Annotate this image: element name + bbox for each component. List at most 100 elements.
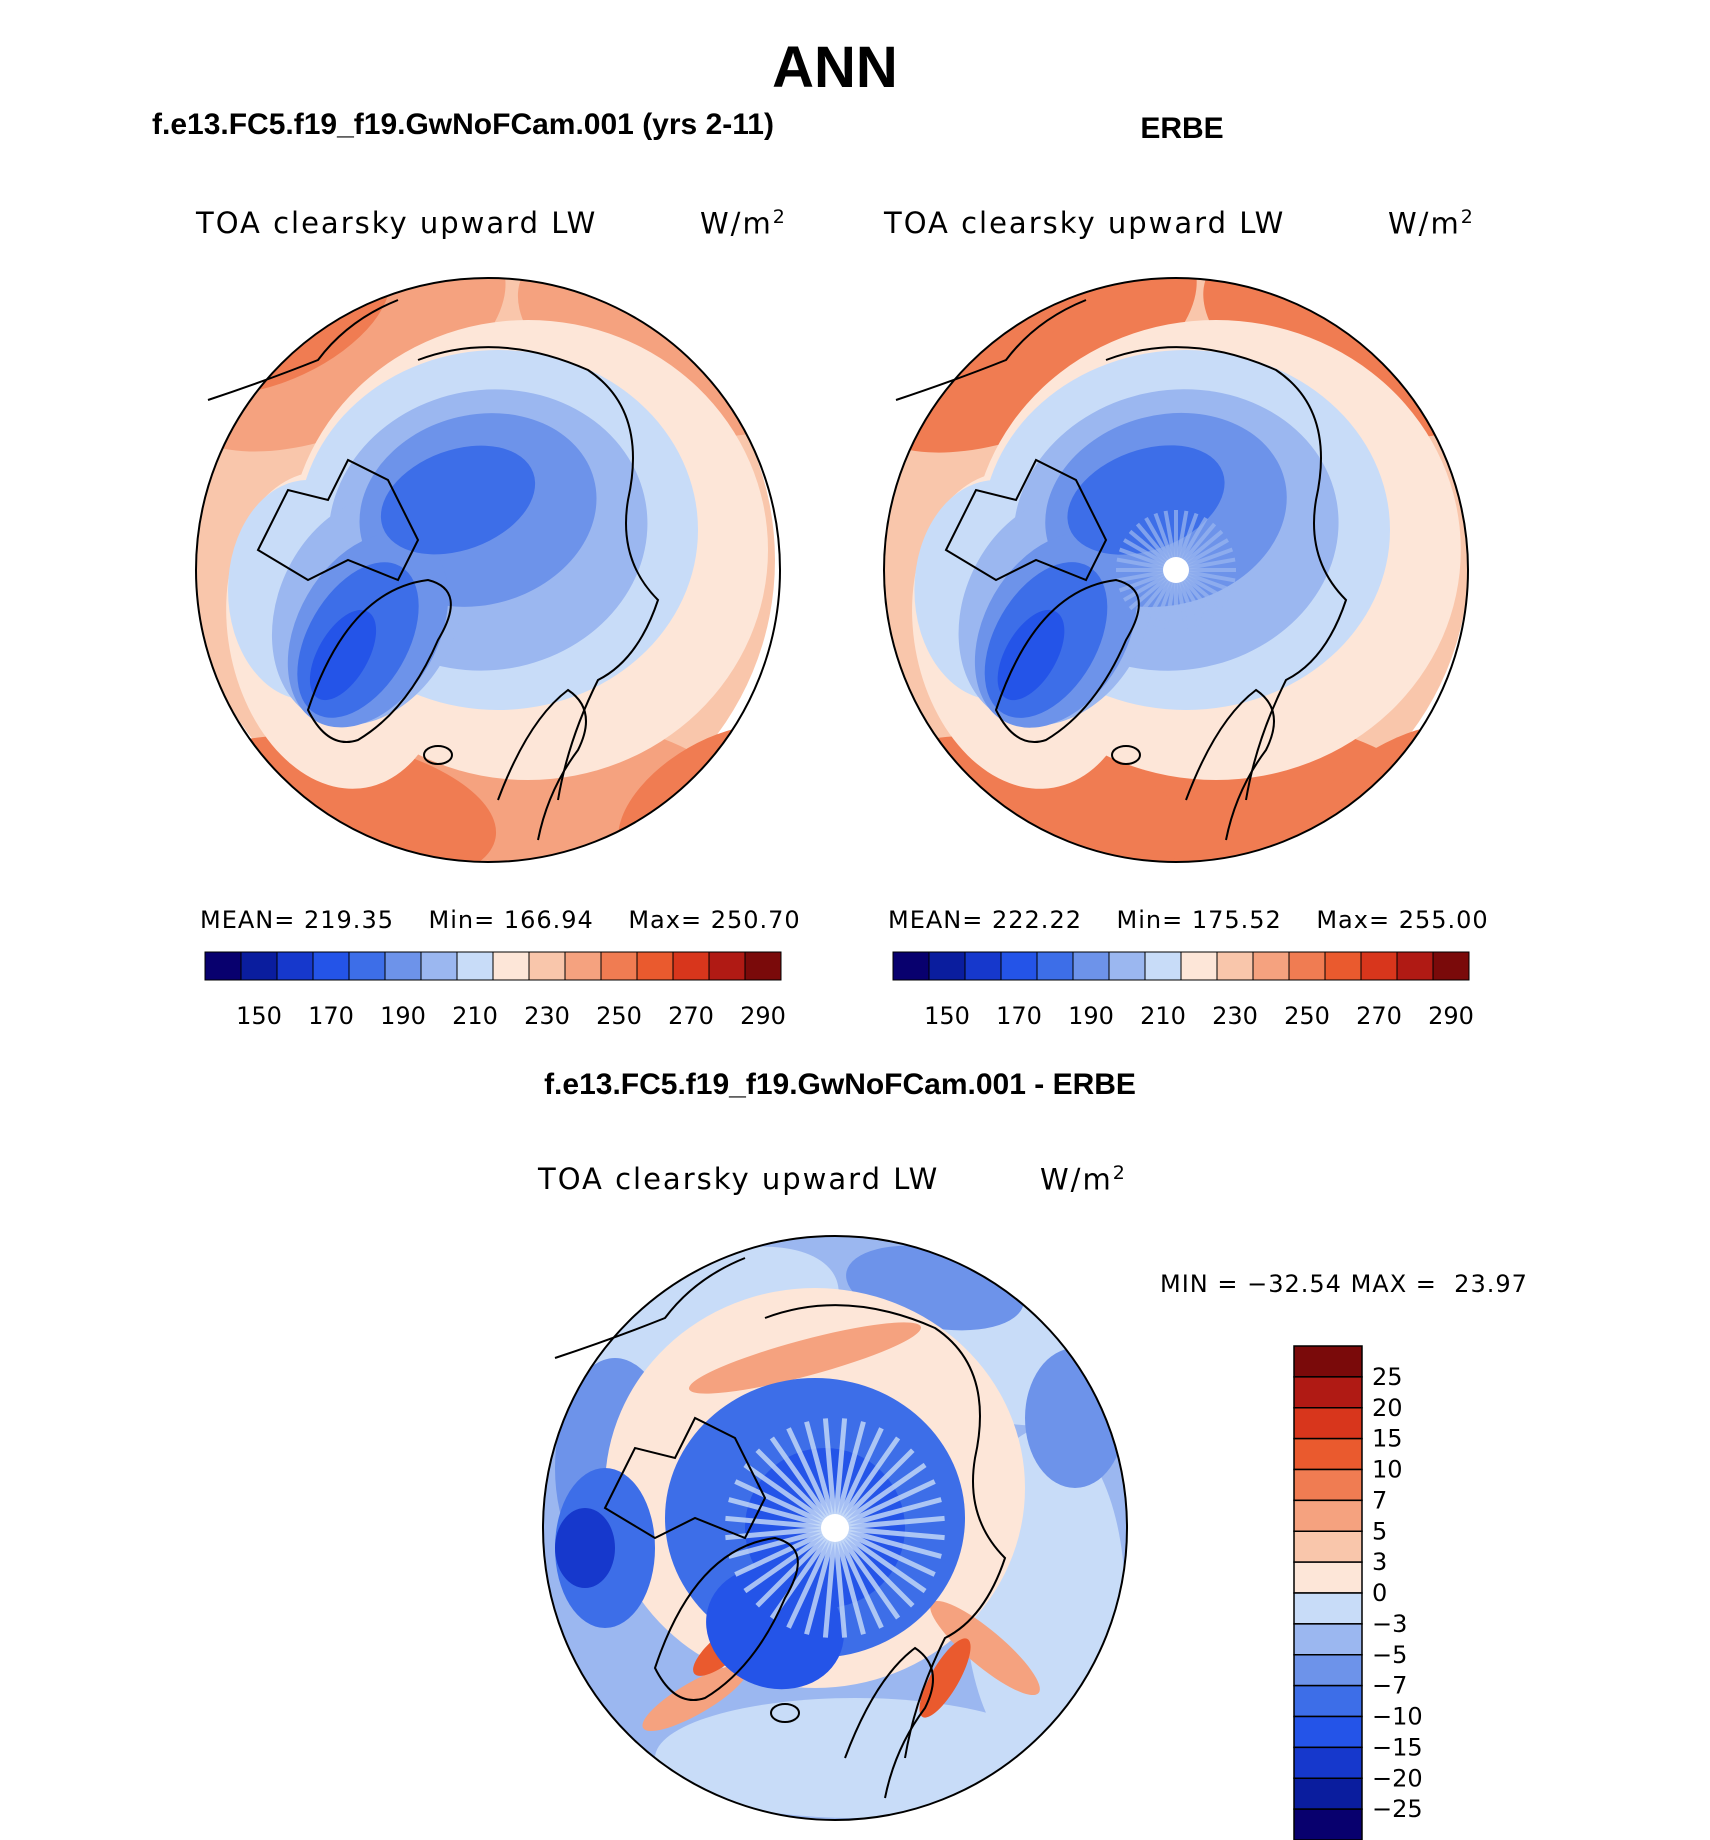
panel-diff-colorbar: 25 20 15 107 5 3 0 −3 −5 −7 −10−15 −20 −25 xyxy=(1293,1345,1423,1840)
alaska-coastline xyxy=(895,299,1087,401)
colorbar-swatch xyxy=(1072,951,1110,981)
pole-artifact-streak xyxy=(832,1427,884,1530)
colorbar-swatch xyxy=(1396,951,1434,981)
colorbar-swatch xyxy=(1293,1623,1363,1656)
colorbar-swatch xyxy=(928,951,966,981)
map-contour-region xyxy=(997,609,1065,701)
scandinavia-coastline xyxy=(1185,688,1275,841)
colorbar-swatch xyxy=(384,951,422,981)
panel-obs-units-label: W/m2 xyxy=(1388,206,1475,241)
pole-artifact-streak xyxy=(832,1527,848,1638)
pole-artifact-streak xyxy=(833,1526,915,1608)
colorbar-tick-label: 250 xyxy=(1284,1002,1330,1030)
canadian-archipelago-coastline xyxy=(256,458,420,582)
colorbar-tick-label: −5 xyxy=(1372,1641,1407,1669)
colorbar-tick-label: 0 xyxy=(1372,1579,1387,1607)
colorbar-tick-label: 10 xyxy=(1372,1456,1403,1484)
pole-artifact-streak xyxy=(728,1525,836,1559)
colorbar-swatch xyxy=(1293,1715,1363,1749)
colorbar-swatch xyxy=(1293,1437,1363,1471)
pole-artifact-streak xyxy=(833,1479,936,1531)
panel-model-colorbar: 150 170 190 210 230 250 270 290 xyxy=(204,951,786,1030)
map-contour-region xyxy=(380,445,536,555)
scandinavia-coastline xyxy=(497,688,587,841)
stat-max-value: 23.97 xyxy=(1454,1270,1528,1298)
pole-artifact-streak xyxy=(804,1421,838,1529)
colorbar-tick-label: 15 xyxy=(1372,1425,1403,1453)
colorbar-tick-label: 250 xyxy=(596,1002,642,1030)
pole-hole xyxy=(1163,557,1189,583)
colorbar-tick-label: 20 xyxy=(1372,1394,1403,1422)
eurasia-coastline xyxy=(764,1304,1007,1759)
alaska-coastline xyxy=(554,1257,746,1359)
panel-diff-title: f.e13.FC5.f19_f19.GwNoFCam.001 - ERBE xyxy=(544,1068,1136,1101)
pole-artifact-streak xyxy=(734,1479,837,1531)
map-overlays xyxy=(195,277,1469,1821)
panel-model-title: f.e13.FC5.f19_f19.GwNoFCam.001 (yrs 2-11… xyxy=(152,108,774,141)
units-exponent: 2 xyxy=(1460,206,1475,228)
colorbar-swatch xyxy=(456,951,494,981)
stat-min-label: Min= xyxy=(1116,906,1184,934)
colorbar-swatch xyxy=(528,951,566,981)
colorbar-swatch xyxy=(1293,1808,1363,1840)
pole-artifact-streak xyxy=(834,1525,942,1559)
colorbar-tick-label: 190 xyxy=(380,1002,426,1030)
colorbar-tick-label: 5 xyxy=(1372,1517,1387,1545)
stat-min-value: −32.54 xyxy=(1247,1270,1342,1298)
units-text: W/m xyxy=(1040,1162,1113,1197)
pole-artifact-streak xyxy=(832,1526,884,1629)
colorbar-swatch xyxy=(1293,1499,1363,1532)
pole-hole xyxy=(821,1514,849,1542)
pole-artifact-streak xyxy=(832,1436,901,1530)
pole-artifact-streak xyxy=(834,1525,945,1541)
colorbar-tick-label: −25 xyxy=(1372,1795,1423,1823)
pole-artifact-streak xyxy=(725,1525,836,1541)
pole-artifact-streak xyxy=(822,1418,838,1529)
colorbar-swatch xyxy=(1293,1561,1363,1594)
scandinavia-coastline xyxy=(844,1646,934,1799)
colorbar-swatch xyxy=(1293,1654,1363,1687)
colorbar-swatch xyxy=(600,951,638,981)
map-contour-region xyxy=(706,1566,844,1690)
stat-max-label: MAX = xyxy=(1350,1270,1437,1298)
stat-mean-value: 219.35 xyxy=(304,906,394,934)
colorbar-swatch xyxy=(1293,1407,1363,1440)
pole-artifact-streak xyxy=(743,1525,837,1594)
colorbar-swatch xyxy=(420,951,458,981)
pole-artifact-streak xyxy=(755,1448,837,1530)
stat-mean-label: MEAN= xyxy=(888,906,984,934)
panel-model-variable-label: TOA clearsky upward LW xyxy=(196,206,598,240)
pole-artifact-streak xyxy=(833,1525,927,1594)
colorbar-tick-label: 170 xyxy=(996,1002,1042,1030)
panel-obs-title: ERBE xyxy=(1140,112,1224,145)
canadian-archipelago-coastline xyxy=(944,458,1108,582)
colorbar-swatch xyxy=(892,951,930,981)
panel-obs-map xyxy=(884,278,1468,862)
colorbar-swatch xyxy=(1324,951,1362,981)
greenland-coastline xyxy=(306,578,452,743)
pole-artifact-streak xyxy=(734,1525,837,1577)
stat-max-value: 255.00 xyxy=(1398,906,1489,934)
colorbar-tick-label: 25 xyxy=(1372,1363,1403,1391)
map-boundary-circle xyxy=(542,1235,1128,1821)
map-contour-region xyxy=(555,1508,615,1588)
stat-max-label: Max= xyxy=(1316,906,1391,934)
colorbar-swatch xyxy=(1293,1777,1363,1810)
units-exponent: 2 xyxy=(1112,1162,1127,1184)
panel-diff-stats: MIN = −32.54 MAX = 23.97 xyxy=(1160,1270,1528,1298)
colorbar-swatch xyxy=(1000,951,1038,981)
pole-artifact-streak xyxy=(743,1462,837,1531)
colorbar-swatch xyxy=(1293,1746,1363,1779)
colorbar-swatch xyxy=(1252,951,1290,981)
colorbar-swatch xyxy=(1293,1345,1363,1378)
colorbar-swatch xyxy=(636,951,674,981)
colorbar-tick-label: 270 xyxy=(1356,1002,1402,1030)
iceland-coastline xyxy=(1111,745,1141,765)
map-contour-region xyxy=(655,1698,1055,1818)
colorbar-tick-label: 270 xyxy=(668,1002,714,1030)
pole-artifact-streak xyxy=(769,1436,838,1530)
colorbar-swatch xyxy=(240,951,278,981)
map-contour-region xyxy=(688,1322,922,1394)
pole-artifact-streak xyxy=(832,1526,901,1620)
